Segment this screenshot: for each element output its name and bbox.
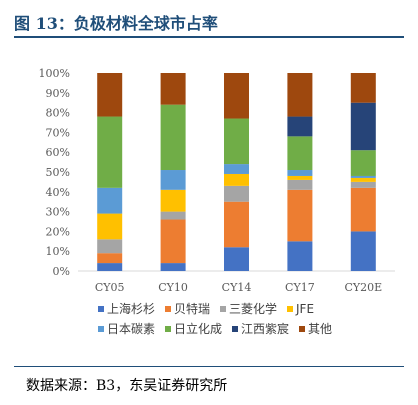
legend-swatch xyxy=(232,326,238,332)
legend-label: 其他 xyxy=(308,322,332,336)
legend-swatch xyxy=(165,326,171,332)
legend-swatch xyxy=(98,326,104,332)
bar-segment xyxy=(160,263,186,271)
y-tick-label: 30% xyxy=(46,206,70,219)
x-tick-label: CY20E xyxy=(344,281,382,294)
bar-segment xyxy=(224,164,249,174)
x-tick-label: CY14 xyxy=(222,281,252,294)
legend-label: 日立化成 xyxy=(174,321,222,336)
figure-title: 图 13：负极材料全球市占率 xyxy=(14,14,218,33)
bar-segment xyxy=(160,73,186,105)
bar-segment xyxy=(97,253,123,264)
figure-title-row: 图 13：负极材料全球市占率 xyxy=(14,10,404,34)
bar-segment xyxy=(224,201,249,248)
y-tick-label: 70% xyxy=(46,126,70,139)
bar-segment xyxy=(350,231,376,271)
bar-segment xyxy=(350,102,376,151)
bar-segment xyxy=(287,136,313,171)
legend-label: 三菱化学 xyxy=(229,301,277,316)
y-tick-label: 90% xyxy=(46,87,70,100)
legend-swatch xyxy=(98,306,104,312)
bar-segment xyxy=(350,187,376,232)
bar-segment xyxy=(287,175,313,180)
y-tick-label: 40% xyxy=(46,186,70,199)
bar-segment xyxy=(287,116,313,137)
y-tick-label: 0% xyxy=(53,265,70,278)
bar-segment xyxy=(287,189,313,242)
bar-segment xyxy=(97,213,123,240)
bar-segment xyxy=(97,239,123,254)
bar-segment xyxy=(287,179,313,190)
bar-segment xyxy=(97,263,123,271)
legend-label: 上海杉杉 xyxy=(107,301,155,316)
legend-label: 江西紫宸 xyxy=(241,321,289,336)
title-divider xyxy=(14,36,404,38)
bar-segment xyxy=(160,104,186,171)
bar-segment xyxy=(224,185,249,202)
bar-segment xyxy=(160,219,186,264)
y-tick-label: 60% xyxy=(46,146,70,159)
bar-segment xyxy=(350,175,376,178)
y-tick-label: 20% xyxy=(46,225,70,238)
bar-segment xyxy=(224,118,249,165)
x-tick-label: CY05 xyxy=(95,281,125,294)
x-tick-label: CY10 xyxy=(158,281,188,294)
bar-segment xyxy=(287,73,313,117)
legend-swatch xyxy=(165,306,171,312)
bar-segment xyxy=(160,170,186,190)
bar-segment xyxy=(160,211,186,220)
bar-segment xyxy=(224,173,249,186)
stacked-bar-chart: 0% 10% 20% 30% 40% 50% 60% 70% 80% 90% 100% CY05 CY1… xyxy=(39,67,395,336)
bar-segment xyxy=(97,73,123,117)
legend-swatch xyxy=(299,326,305,332)
bar-segment xyxy=(350,181,376,188)
y-tick-label: 50% xyxy=(46,166,70,179)
x-tick-label: CY17 xyxy=(285,281,315,294)
legend-label: 日本碳素 xyxy=(107,322,155,336)
bar-segment xyxy=(287,241,313,271)
y-tick-label: 80% xyxy=(46,107,70,120)
source-note: 数据来源：B3，东吴证券研究所 xyxy=(26,378,228,394)
bar-segment xyxy=(97,187,123,214)
y-tick-label: 100% xyxy=(39,67,70,80)
legend-label: JFE xyxy=(295,302,314,316)
bar-segment xyxy=(97,116,123,188)
bar-segment xyxy=(160,189,186,212)
bar-segment xyxy=(287,170,313,176)
legend-label: 贝特瑞 xyxy=(174,301,210,316)
source-divider xyxy=(14,366,404,367)
legend-swatch xyxy=(287,306,293,312)
bar-segment xyxy=(350,177,376,182)
bar-segment xyxy=(224,73,249,119)
legend-swatch xyxy=(220,306,226,312)
bar-segment xyxy=(350,73,376,103)
y-tick-label: 10% xyxy=(46,245,70,258)
bar-segment xyxy=(224,247,249,271)
bar-segment xyxy=(350,150,376,176)
